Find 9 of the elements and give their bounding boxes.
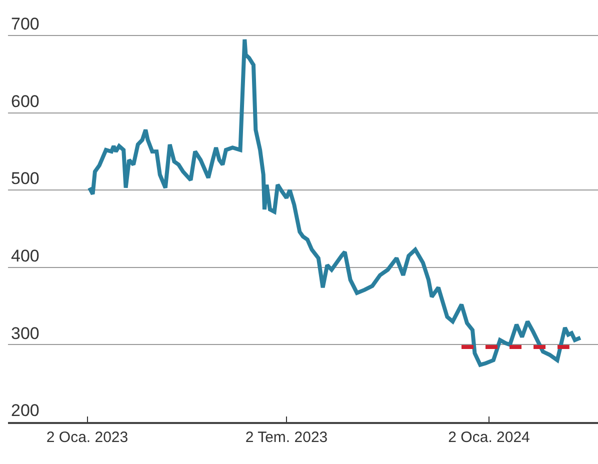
y-tick-label: 400 — [11, 246, 40, 266]
x-tick-label: 2 Oca. 2024 — [448, 428, 530, 446]
x-tick-label: 2 Tem. 2023 — [245, 428, 328, 446]
y-tick-label: 700 — [11, 14, 40, 34]
y-tick-label: 500 — [11, 169, 40, 188]
y-tick-label: 600 — [11, 92, 40, 111]
y-tick-label: 300 — [11, 324, 40, 343]
x-tick-label: 2 Oca. 2023 — [46, 428, 128, 446]
y-tick-label: 200 — [11, 401, 40, 420]
